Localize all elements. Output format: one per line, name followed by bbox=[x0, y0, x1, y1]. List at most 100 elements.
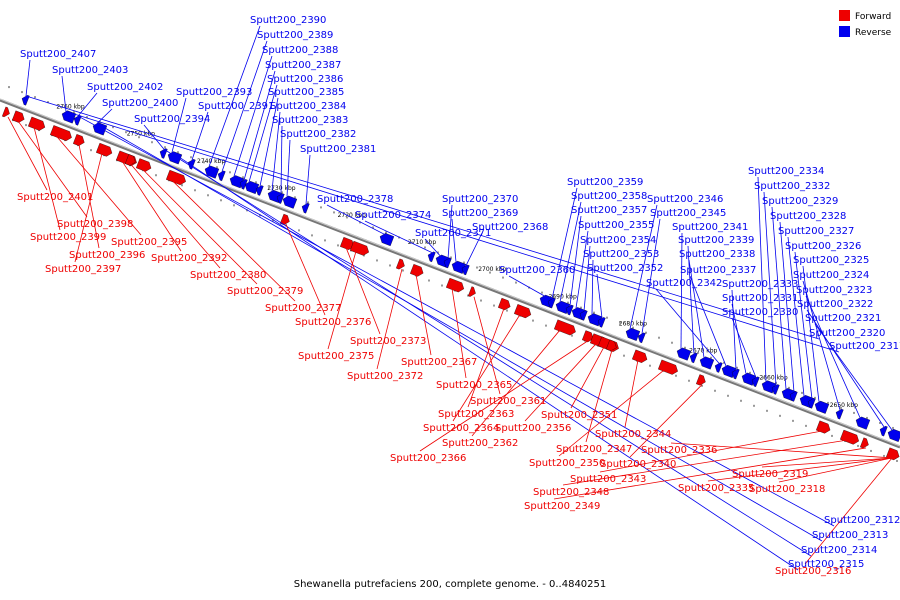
reverse-gene[interactable] bbox=[834, 408, 844, 420]
forward-gene-label[interactable]: Sputt200_2399 bbox=[30, 232, 106, 243]
reverse-gene-label[interactable]: Sputt200_2402 bbox=[87, 82, 163, 93]
forward-gene[interactable] bbox=[582, 330, 595, 344]
reverse-gene-label[interactable]: Sputt200_2354 bbox=[580, 235, 656, 246]
reverse-gene[interactable] bbox=[554, 300, 571, 314]
reverse-gene[interactable] bbox=[713, 361, 723, 373]
reverse-gene[interactable] bbox=[203, 164, 220, 179]
reverse-gene-label[interactable]: Sputt200_2346 bbox=[647, 194, 723, 205]
reverse-gene[interactable] bbox=[166, 150, 183, 165]
forward-gene[interactable] bbox=[28, 116, 47, 132]
reverse-gene-label[interactable]: Sputt200_2389 bbox=[257, 30, 333, 41]
reverse-gene-label[interactable]: Sputt200_2332 bbox=[754, 181, 830, 192]
forward-gene-label[interactable]: Sputt200_2365 bbox=[436, 380, 512, 391]
forward-gene-label[interactable]: Sputt200_2373 bbox=[350, 336, 426, 347]
reverse-gene[interactable] bbox=[228, 174, 245, 189]
reverse-gene-label[interactable]: Sputt200_2323 bbox=[796, 285, 872, 296]
forward-gene-label[interactable]: Sputt200_2336 bbox=[641, 445, 717, 456]
reverse-gene[interactable] bbox=[675, 346, 692, 361]
reverse-gene[interactable] bbox=[770, 383, 780, 395]
forward-gene-label[interactable]: Sputt200_2363 bbox=[438, 409, 514, 420]
forward-gene[interactable] bbox=[396, 258, 406, 271]
reverse-gene[interactable] bbox=[740, 371, 757, 386]
reverse-gene[interactable] bbox=[186, 158, 196, 170]
forward-gene[interactable] bbox=[468, 286, 477, 298]
reverse-gene[interactable] bbox=[806, 397, 816, 409]
forward-gene[interactable] bbox=[886, 447, 900, 462]
reverse-gene-label[interactable]: Sputt200_2359 bbox=[567, 177, 643, 188]
forward-gene-label[interactable]: Sputt200_2367 bbox=[401, 357, 477, 368]
reverse-gene-label[interactable]: Sputt200_2327 bbox=[778, 226, 854, 237]
reverse-gene-label[interactable]: Sputt200_2355 bbox=[578, 220, 654, 231]
forward-gene-label[interactable]: Sputt200_2319 bbox=[732, 469, 808, 480]
forward-gene-label[interactable]: Sputt200_2401 bbox=[17, 192, 93, 203]
reverse-gene[interactable] bbox=[460, 263, 470, 276]
reverse-gene[interactable] bbox=[624, 327, 641, 341]
forward-gene-label[interactable]: Sputt200_2356 bbox=[495, 423, 571, 434]
reverse-gene[interactable] bbox=[730, 368, 740, 380]
forward-gene[interactable] bbox=[12, 110, 26, 124]
forward-gene[interactable] bbox=[96, 142, 114, 158]
reverse-gene-label[interactable]: Sputt200_2331 bbox=[722, 293, 798, 304]
forward-gene-label[interactable]: Sputt200_2398 bbox=[57, 219, 133, 230]
forward-gene-label[interactable]: Sputt200_2347 bbox=[556, 444, 632, 455]
reverse-gene-label[interactable]: Sputt200_2387 bbox=[265, 60, 341, 71]
reverse-gene-label[interactable]: Sputt200_2329 bbox=[762, 196, 838, 207]
forward-gene-label[interactable]: Sputt200_2348 bbox=[533, 487, 609, 498]
reverse-gene-label[interactable]: Sputt200_2374 bbox=[355, 210, 431, 221]
reverse-gene-label[interactable]: Sputt200_2315 bbox=[788, 559, 864, 570]
forward-gene-label[interactable]: Sputt200_2340 bbox=[600, 459, 676, 470]
reverse-gene[interactable] bbox=[636, 331, 646, 344]
reverse-gene-label[interactable]: Sputt200_2341 bbox=[672, 222, 748, 233]
reverse-gene-label[interactable]: Sputt200_2386 bbox=[267, 74, 343, 85]
reverse-gene[interactable] bbox=[720, 364, 737, 378]
forward-gene[interactable] bbox=[860, 437, 870, 450]
reverse-gene-label[interactable]: Sputt200_2407 bbox=[20, 49, 96, 60]
reverse-gene[interactable] bbox=[596, 316, 606, 328]
forward-gene-label[interactable]: Sputt200_2380 bbox=[190, 270, 266, 281]
reverse-gene[interactable] bbox=[760, 379, 777, 394]
forward-gene-label[interactable]: Sputt200_2376 bbox=[295, 317, 371, 328]
forward-gene-label[interactable]: Sputt200_2350 bbox=[529, 458, 605, 469]
reverse-gene-label[interactable]: Sputt200_2357 bbox=[571, 205, 647, 216]
reverse-gene[interactable] bbox=[450, 260, 467, 274]
reverse-gene-label[interactable]: Sputt200_2384 bbox=[270, 101, 346, 112]
reverse-gene-label[interactable]: Sputt200_2330 bbox=[722, 307, 798, 318]
forward-gene-label[interactable]: Sputt200_2397 bbox=[45, 264, 121, 275]
reverse-gene[interactable] bbox=[854, 415, 871, 430]
forward-gene[interactable] bbox=[166, 169, 187, 186]
forward-gene-label[interactable]: Sputt200_2396 bbox=[69, 250, 145, 261]
reverse-gene[interactable] bbox=[281, 194, 298, 209]
reverse-gene[interactable] bbox=[813, 400, 830, 414]
forward-gene[interactable] bbox=[498, 297, 512, 311]
reverse-gene-label[interactable]: Sputt200_2338 bbox=[679, 249, 755, 260]
forward-gene[interactable] bbox=[514, 304, 533, 319]
forward-gene[interactable] bbox=[696, 374, 707, 386]
reverse-gene-label[interactable]: Sputt200_2385 bbox=[268, 87, 344, 98]
reverse-gene-label[interactable]: Sputt200_2390 bbox=[250, 15, 326, 26]
forward-gene-label[interactable]: Sputt200_2364 bbox=[423, 423, 499, 434]
reverse-gene-label[interactable]: Sputt200_2382 bbox=[280, 129, 356, 140]
forward-gene-label[interactable]: Sputt200_2316 bbox=[775, 566, 851, 577]
reverse-gene-label[interactable]: Sputt200_2334 bbox=[748, 166, 824, 177]
reverse-gene-label[interactable]: Sputt200_2324 bbox=[793, 270, 869, 281]
reverse-gene-label[interactable]: Sputt200_2371 bbox=[415, 228, 491, 239]
reverse-gene-label[interactable]: Sputt200_2358 bbox=[571, 191, 647, 202]
reverse-gene-label[interactable]: Sputt200_2342 bbox=[646, 278, 722, 289]
reverse-gene-label[interactable]: Sputt200_2352 bbox=[587, 263, 663, 274]
reverse-gene[interactable] bbox=[750, 375, 760, 387]
forward-gene-label[interactable]: Sputt200_2377 bbox=[265, 303, 341, 314]
reverse-gene[interactable] bbox=[442, 257, 452, 269]
forward-gene-label[interactable]: Sputt200_2344 bbox=[595, 429, 671, 440]
reverse-gene[interactable] bbox=[254, 184, 264, 196]
reverse-gene-label[interactable]: Sputt200_2403 bbox=[52, 65, 128, 76]
reverse-gene-label[interactable]: Sputt200_2360 bbox=[499, 265, 575, 276]
reverse-gene[interactable] bbox=[564, 304, 574, 316]
reverse-gene-label[interactable]: Sputt200_2337 bbox=[680, 265, 756, 276]
forward-gene-label[interactable]: Sputt200_2351 bbox=[541, 410, 617, 421]
reverse-gene-label[interactable]: Sputt200_2326 bbox=[785, 241, 861, 252]
reverse-gene-label[interactable]: Sputt200_2369 bbox=[442, 208, 518, 219]
reverse-gene[interactable] bbox=[300, 202, 310, 214]
reverse-gene-label[interactable]: Sputt200_2314 bbox=[801, 545, 877, 556]
forward-gene-label[interactable]: Sputt200_2372 bbox=[347, 371, 423, 382]
reverse-gene-label[interactable]: Sputt200_2370 bbox=[442, 194, 518, 205]
